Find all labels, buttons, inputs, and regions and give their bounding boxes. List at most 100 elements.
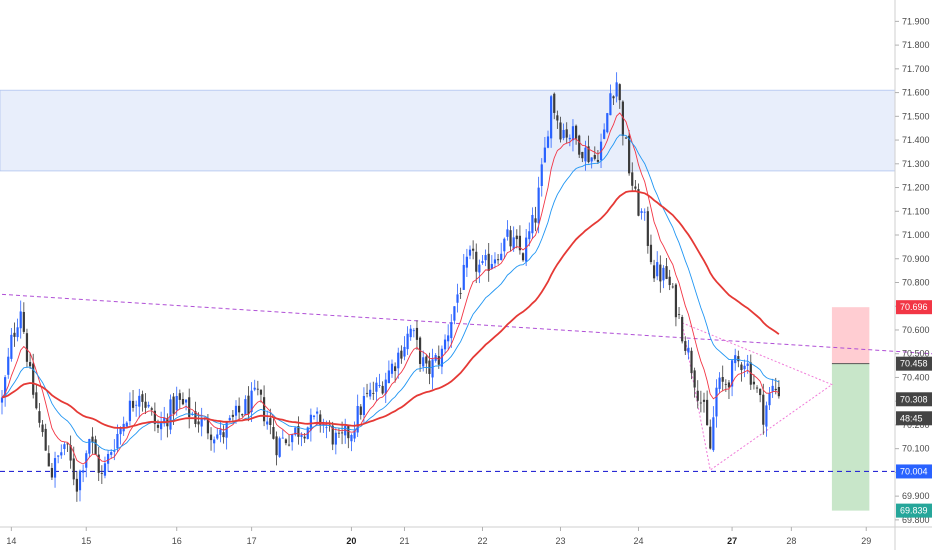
candle-body [394,366,397,372]
candle-body [515,235,518,240]
candle-body [721,377,724,382]
candle-body [668,276,671,286]
candle-body [372,393,375,394]
candle-body [222,432,225,438]
candle-body [181,398,185,405]
candle-body [621,101,624,136]
candle-body [278,438,281,457]
candle-body [256,388,259,390]
candle-body [684,341,687,351]
candle-body [581,151,584,159]
candle-body [41,424,44,433]
candle-body [397,352,400,369]
candle-body [699,402,702,404]
candle-body [702,399,706,402]
candle-body [135,404,138,406]
candle-body [350,435,353,442]
candle-body [38,411,41,423]
candle-body [353,430,356,439]
candle-body [422,357,425,367]
candle-body [431,359,434,378]
price-badge-label: 70.696 [900,302,928,312]
x-tick-label: 29 [861,536,871,546]
price-badge [896,464,932,479]
candle-body [88,438,91,454]
y-tick-label: 71.900 [902,16,930,26]
y-tick-label: 70.600 [902,325,930,335]
candle-body [160,422,163,430]
candle-body [225,422,228,438]
candle-body [291,434,294,443]
candle-body [537,187,540,224]
candle-body [468,249,472,256]
candle-body [771,385,774,392]
price-badge [896,356,932,371]
candle-body [300,435,303,437]
candle-body [571,126,575,141]
x-tick-label: 24 [633,536,643,546]
candle-body [652,265,656,279]
candle-body [528,231,531,240]
candle-body [275,436,278,456]
candle-body [28,362,32,367]
candle-body [334,432,337,445]
stop-loss-zone [831,307,870,364]
price-badge [896,392,932,407]
candle-body [677,314,681,316]
y-tick-label: 70.100 [902,444,930,454]
candle-body [347,426,350,439]
candle-body [156,424,160,428]
candle-body [337,432,341,434]
candle-body [294,427,297,435]
candle-body [618,84,621,101]
candle-body [712,417,715,451]
candle-body [287,444,291,446]
candle-body [125,422,128,427]
candle-body [724,383,727,385]
candle-body [743,365,746,370]
candle-body [755,387,759,389]
candle-body [47,453,50,467]
candle-body [172,396,175,414]
candle-body [381,385,384,394]
candle-body [94,439,97,455]
candle-body [82,470,85,473]
candle-body [603,129,606,139]
candle-body [359,406,362,415]
candle-body [774,388,777,391]
candle-body [453,306,456,321]
y-tick-label: 70.900 [902,254,930,264]
candle-body [32,363,35,395]
candle-body [590,157,593,162]
candle-body [584,147,587,162]
candle-body [213,439,216,444]
x-tick-label: 17 [247,536,257,546]
candle-body [759,388,762,396]
price-badge [896,411,932,426]
candle-body [546,136,550,148]
candle-body [4,377,7,397]
candle-body [746,363,749,366]
candle-body [462,264,465,290]
candle-body [612,96,615,99]
candle-body [253,387,256,390]
candle-body [103,463,107,476]
candle-body [200,417,203,427]
candle-body [496,259,500,261]
candle-body [715,387,718,417]
candle-body [228,417,231,421]
candle-body [478,264,481,273]
candle-body [362,396,366,416]
candle-body [646,211,649,246]
candle-body [659,264,662,282]
y-tick-label: 70.800 [902,277,930,287]
candle-body [709,426,712,449]
candle-body [490,263,493,269]
candle-body [231,414,234,417]
candle-body [35,392,38,409]
candle-body [443,339,447,350]
triangle-pattern [681,322,833,471]
candle-body [25,333,29,362]
candle-body [206,419,210,434]
